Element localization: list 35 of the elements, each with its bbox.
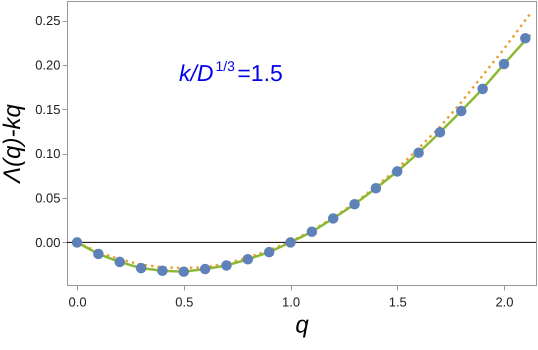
y-tick-label: 0.10 [35, 146, 60, 162]
point [413, 148, 424, 158]
point [392, 166, 402, 177]
point [221, 260, 232, 271]
y-tick-label: 0.15 [35, 102, 60, 117]
point [264, 246, 274, 258]
point [370, 183, 382, 194]
point [520, 33, 531, 44]
x-tick-label: 0.5 [175, 294, 194, 310]
x-tick-label: 1.0 [282, 294, 300, 310]
point [178, 266, 190, 277]
point [349, 199, 360, 210]
y-axis-title: Λ(q)-kq [0, 104, 26, 185]
x-tick-label: 2.0 [495, 294, 514, 310]
point [477, 84, 488, 94]
y-tick-label: 0.05 [35, 190, 60, 206]
point [306, 226, 318, 237]
point [498, 58, 510, 70]
x-axis-title: q [295, 312, 310, 338]
point [242, 254, 254, 264]
point [328, 213, 338, 224]
x-tick-label: 1.5 [388, 294, 407, 310]
point [72, 237, 82, 248]
point [456, 106, 467, 116]
point [200, 264, 210, 274]
point [93, 248, 104, 260]
point [157, 266, 168, 276]
point [434, 127, 446, 138]
x-tick-label: 0.0 [68, 294, 87, 310]
y-tick-label: 0.00 [35, 234, 60, 250]
point [285, 237, 296, 248]
point [114, 256, 125, 268]
y-tick-label: 0.25 [35, 13, 60, 28]
point [136, 262, 146, 274]
y-tick-label: 0.20 [35, 57, 60, 72]
